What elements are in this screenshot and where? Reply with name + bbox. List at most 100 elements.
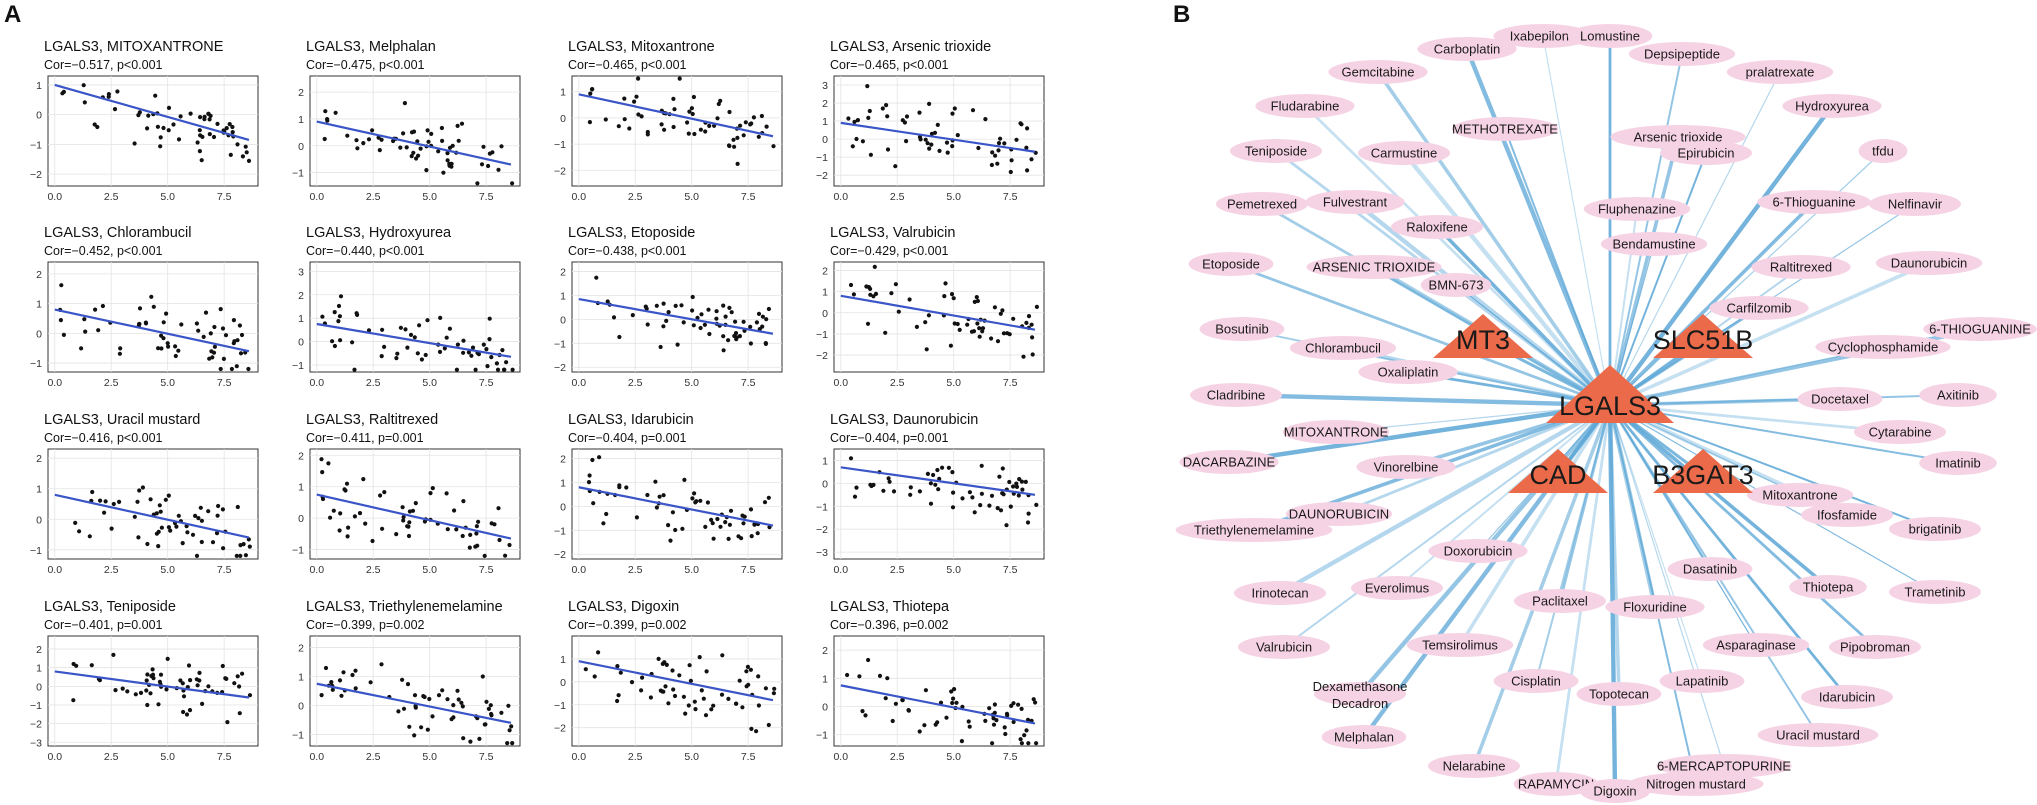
- drug-label: Gemcitabine: [1342, 65, 1415, 80]
- y-tick-label: 1: [36, 80, 42, 92]
- drug-label: ARSENIC TRIOXIDE: [1313, 260, 1436, 275]
- data-point: [220, 326, 226, 331]
- data-point: [215, 121, 220, 126]
- data-point: [148, 497, 153, 502]
- x-tick-label: 5.0: [160, 564, 175, 576]
- network-edge: [1608, 403, 1830, 589]
- data-point: [936, 487, 941, 492]
- data-point: [860, 139, 866, 144]
- drug-node: 6-Thioguanine: [1757, 190, 1871, 214]
- data-point: [412, 693, 418, 698]
- data-point: [117, 351, 122, 356]
- data-point: [591, 501, 596, 506]
- data-point: [106, 94, 111, 99]
- data-point: [486, 706, 491, 712]
- x-tick-label: 5.0: [160, 751, 175, 763]
- data-point: [771, 691, 777, 696]
- network-edge: [1607, 402, 1618, 794]
- drug-label: Asparaginase: [1716, 638, 1796, 653]
- data-point: [1011, 701, 1016, 706]
- drug-node-ellipse: [1356, 455, 1456, 479]
- data-point: [615, 698, 620, 704]
- data-point: [413, 501, 418, 506]
- data-point: [854, 485, 859, 490]
- data-point: [954, 700, 959, 705]
- data-point: [166, 128, 171, 133]
- data-point: [425, 727, 430, 732]
- data-point: [949, 689, 954, 694]
- y-tick-label: 0: [822, 702, 828, 714]
- data-point: [186, 663, 192, 668]
- drug-node-ellipse: [1726, 60, 1834, 84]
- data-point: [597, 455, 602, 460]
- data-point: [474, 531, 479, 536]
- data-point: [998, 508, 1004, 513]
- drug-node-ellipse: [1605, 595, 1705, 619]
- data-point: [352, 514, 357, 519]
- data-point: [197, 678, 202, 683]
- data-point: [983, 718, 988, 724]
- data-point: [181, 709, 186, 715]
- y-tick-label: 0: [298, 141, 304, 153]
- data-point: [444, 335, 449, 340]
- data-point: [998, 311, 1003, 316]
- drug-node: Idarubicin: [1801, 685, 1893, 709]
- data-point: [155, 124, 160, 129]
- drug-node: pralatrexate: [1726, 60, 1834, 84]
- x-tick-label: 7.5: [479, 564, 494, 576]
- data-point: [196, 328, 201, 333]
- data-point: [698, 325, 703, 331]
- data-point: [79, 346, 84, 351]
- data-point: [211, 134, 217, 140]
- data-point: [629, 680, 635, 685]
- data-point: [691, 323, 696, 328]
- data-point: [728, 508, 734, 513]
- y-tick-label: −1: [292, 168, 304, 180]
- data-point: [157, 503, 162, 508]
- data-point: [654, 505, 660, 510]
- y-tick-label: 0: [36, 681, 42, 693]
- data-point: [660, 661, 665, 667]
- data-point: [59, 283, 64, 288]
- plot-title: LGALS3, MITOXANTRONE: [44, 39, 224, 55]
- regression-line: [316, 322, 512, 358]
- data-point: [407, 509, 412, 514]
- data-point: [166, 344, 171, 349]
- drug-label: 6-Thioguanine: [1772, 195, 1855, 210]
- drug-node: Bendamustine: [1600, 232, 1708, 256]
- network-edge: [1455, 284, 1611, 406]
- drug-label: Arsenic trioxide: [1634, 130, 1723, 145]
- data-point: [949, 292, 955, 297]
- data-point: [345, 534, 350, 539]
- plot-title: LGALS3, Arsenic trioxide: [830, 39, 991, 55]
- data-point: [504, 360, 509, 365]
- data-point: [719, 692, 725, 697]
- y-tick-label: 1: [822, 116, 828, 128]
- y-tick-label: −1: [816, 329, 828, 341]
- data-point: [685, 120, 690, 125]
- drug-label: Raloxifene: [1406, 220, 1467, 235]
- data-point: [586, 480, 592, 485]
- data-point: [877, 673, 883, 679]
- y-tick-label: 1: [822, 287, 828, 299]
- drug-node: Melphalan: [1321, 725, 1407, 749]
- drug-label: Vinorelbine: [1374, 460, 1439, 475]
- network-edge: [1229, 262, 1612, 407]
- data-point: [622, 96, 627, 101]
- data-point: [1029, 157, 1034, 162]
- drug-node-ellipse: [1801, 685, 1893, 709]
- y-tick-label: 1: [560, 654, 566, 666]
- data-point: [201, 334, 206, 339]
- drug-node: Teniposide: [1230, 139, 1322, 163]
- data-point: [380, 327, 385, 332]
- drug-node-ellipse: [1285, 502, 1393, 526]
- data-point: [496, 506, 501, 511]
- data-point: [156, 544, 161, 549]
- data-point: [690, 294, 695, 300]
- data-point: [592, 674, 597, 679]
- data-point: [338, 338, 343, 343]
- data-point: [662, 127, 667, 132]
- data-point: [197, 670, 202, 676]
- data-point: [656, 656, 661, 662]
- data-point: [587, 473, 592, 478]
